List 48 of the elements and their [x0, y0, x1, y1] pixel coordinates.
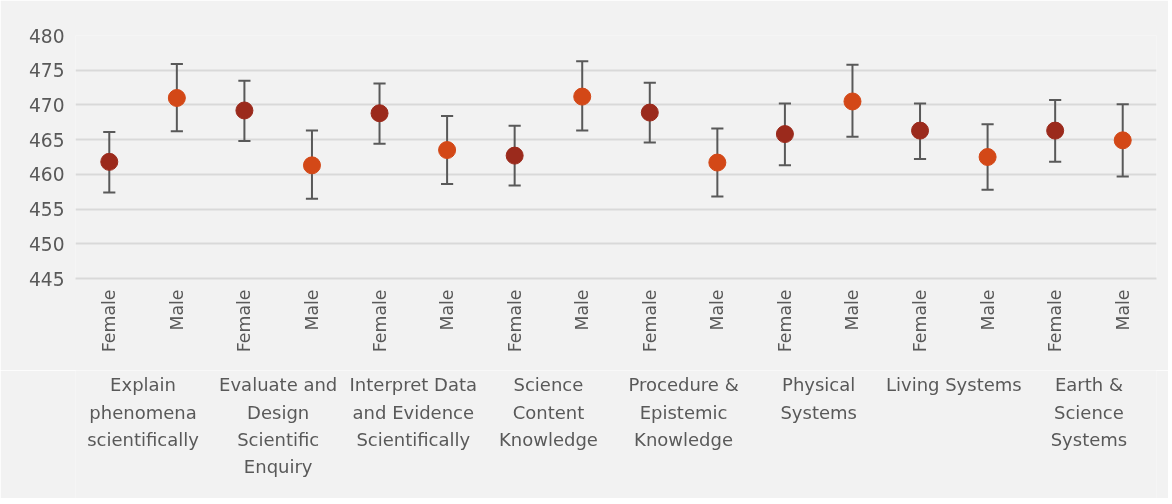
text: Science Content Knowledge	[498, 374, 598, 450]
y-tick-label: 450	[28, 233, 65, 255]
point	[370, 104, 389, 123]
point	[640, 103, 659, 122]
x-tick-label: Female	[504, 289, 525, 353]
text: Procedure & Epistemic Knowledge	[628, 374, 739, 450]
x-tick-label: Male	[301, 289, 322, 331]
point	[843, 92, 862, 111]
x-tick-label: Female	[774, 289, 795, 353]
point	[167, 89, 186, 107]
x-tick-label: Male	[437, 289, 458, 331]
point	[573, 87, 592, 106]
point	[438, 141, 457, 160]
text: Earth & Science Systems	[1050, 374, 1128, 450]
x-tick-label: Male	[1112, 289, 1133, 331]
point	[505, 146, 524, 165]
y-tick-label: 475	[28, 60, 65, 82]
x-tick-label: Male	[977, 289, 998, 331]
text: Explain phenomena scientifically	[87, 374, 200, 450]
point	[775, 125, 794, 144]
text: Evaluate and Design Scientific Enquiry	[219, 374, 338, 478]
x-tick-label: Male	[572, 289, 593, 331]
point	[100, 152, 119, 171]
x-tick-label: Male	[842, 289, 863, 331]
x-tick-label: Female	[99, 289, 120, 353]
x-tick-label: Female	[234, 289, 255, 353]
point	[708, 153, 727, 172]
point	[235, 101, 254, 120]
y-tick-label: 470	[28, 94, 65, 116]
x-tick-label: Female	[1045, 289, 1066, 353]
point	[1113, 131, 1132, 150]
y-tick-label: 465	[28, 129, 65, 151]
y-tick-label: 455	[28, 199, 65, 221]
x-tick-label: Male	[707, 289, 728, 331]
x-tick-label: Female	[639, 289, 660, 353]
y-tick-label: 480	[28, 25, 65, 47]
text: Living Systems	[885, 374, 1022, 396]
y-tick-label: 445	[28, 268, 65, 290]
x-tick-label: Female	[910, 289, 931, 353]
x-tick-label: Female	[369, 289, 390, 353]
point	[1046, 121, 1065, 140]
y-tick-label: 460	[28, 164, 65, 186]
point	[302, 156, 321, 175]
text: Interpret Data and Evidence Scientifically	[349, 374, 478, 450]
text: Physical Systems	[780, 374, 857, 423]
point	[911, 121, 930, 140]
x-tick-label: Male	[166, 289, 187, 331]
point	[978, 148, 997, 166]
